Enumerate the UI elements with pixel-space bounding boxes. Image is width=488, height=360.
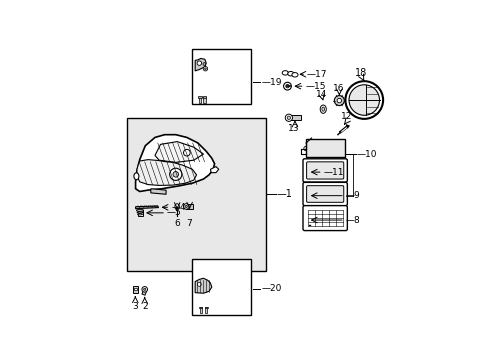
Bar [203,96,206,98]
Circle shape [169,168,182,180]
Circle shape [303,146,307,151]
Circle shape [143,288,145,291]
Circle shape [203,67,207,71]
Ellipse shape [137,213,142,215]
Circle shape [183,204,189,209]
Circle shape [348,85,379,115]
Bar [198,96,202,98]
Ellipse shape [321,107,324,111]
Circle shape [285,85,288,88]
Text: —5: —5 [166,208,181,217]
Ellipse shape [291,73,297,77]
Text: 6: 6 [174,219,180,228]
Ellipse shape [136,210,143,211]
Text: 3: 3 [132,302,138,311]
Bar [133,286,138,293]
Circle shape [203,63,205,66]
Text: —20: —20 [261,284,281,293]
Ellipse shape [175,204,179,210]
FancyBboxPatch shape [306,186,343,202]
Circle shape [197,61,201,66]
Text: —11: —11 [323,168,344,177]
Circle shape [336,98,341,103]
Bar [186,204,193,209]
Ellipse shape [282,71,288,75]
Polygon shape [135,206,158,209]
Text: 16: 16 [332,84,344,93]
Text: —10: —10 [356,150,377,158]
Circle shape [285,114,292,121]
Bar [192,260,250,315]
FancyBboxPatch shape [306,162,343,179]
Circle shape [173,172,178,177]
Text: —15: —15 [305,82,325,91]
Bar [203,97,205,103]
Ellipse shape [287,72,293,76]
Circle shape [142,287,147,292]
Circle shape [204,68,206,69]
Circle shape [334,96,344,105]
Bar [289,115,300,120]
FancyBboxPatch shape [303,206,346,231]
Text: —8: —8 [345,216,360,225]
Bar [137,210,142,216]
Bar [199,307,202,313]
Bar [199,97,201,103]
Polygon shape [195,278,211,293]
Polygon shape [195,58,206,71]
FancyBboxPatch shape [303,183,346,206]
Circle shape [345,81,382,119]
Text: 13: 13 [287,123,299,132]
Circle shape [185,205,187,208]
Polygon shape [150,189,166,194]
Text: —9: —9 [345,191,360,200]
Text: —1: —1 [276,189,292,199]
Circle shape [197,283,201,286]
Bar [204,307,207,308]
Polygon shape [155,141,203,162]
Bar [192,49,250,104]
Bar [127,118,265,270]
Polygon shape [210,167,218,173]
Text: —4: —4 [171,203,185,212]
Text: 2: 2 [142,302,147,311]
Text: —17: —17 [306,70,326,79]
Polygon shape [137,159,196,185]
Text: 7: 7 [186,219,192,228]
Circle shape [286,116,290,120]
Polygon shape [135,135,214,192]
Text: 18: 18 [354,68,366,78]
Text: —19: —19 [261,77,281,86]
Circle shape [183,149,190,156]
Bar [205,307,207,313]
Bar [199,307,202,308]
Bar [134,288,137,291]
Ellipse shape [320,105,325,113]
Text: 12: 12 [341,112,352,121]
Bar [142,288,147,295]
Bar [305,139,344,157]
Ellipse shape [137,212,143,213]
Circle shape [283,82,291,90]
FancyBboxPatch shape [303,159,346,182]
Text: 14: 14 [316,90,327,99]
Ellipse shape [134,173,139,180]
